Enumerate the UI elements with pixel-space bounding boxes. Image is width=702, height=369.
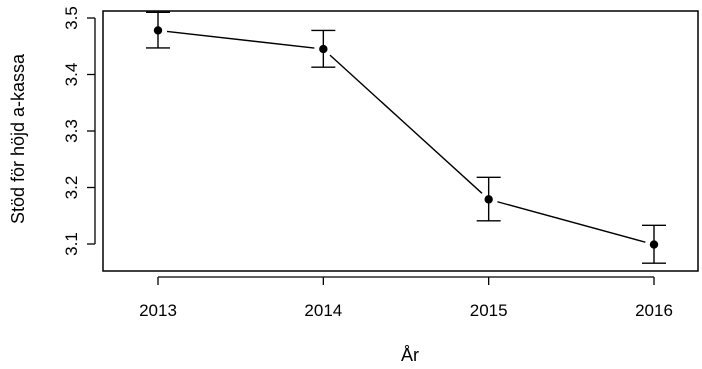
series-line-segment — [166, 30, 315, 49]
y-tick-label: 3.1 — [62, 232, 81, 256]
x-axis-title: År — [401, 345, 419, 365]
y-tick-label: 3.2 — [62, 176, 81, 200]
y-tick-label: 3.5 — [62, 6, 81, 30]
x-axis: 2013 2014 2015 2016 — [139, 276, 673, 320]
x-tick-label: 2014 — [304, 301, 342, 320]
data-point — [153, 26, 163, 35]
x-tick-label: 2013 — [139, 301, 177, 320]
data-point — [484, 195, 493, 204]
series-group — [146, 11, 666, 264]
y-axis: 3.1 3.2 3.3 3.4 3.5 — [62, 6, 96, 256]
data-point — [649, 240, 659, 249]
x-tick-label: 2015 — [470, 301, 508, 320]
plot-frame — [102, 10, 699, 272]
data-point — [319, 44, 328, 54]
series-line-segment — [497, 201, 646, 243]
series-line-segment — [329, 54, 483, 194]
y-axis-title: Stöd för höjd a-kassa — [8, 53, 28, 224]
y-tick-label: 3.4 — [62, 63, 81, 87]
x-tick-label: 2016 — [635, 301, 673, 320]
y-tick-label: 3.3 — [62, 119, 81, 143]
